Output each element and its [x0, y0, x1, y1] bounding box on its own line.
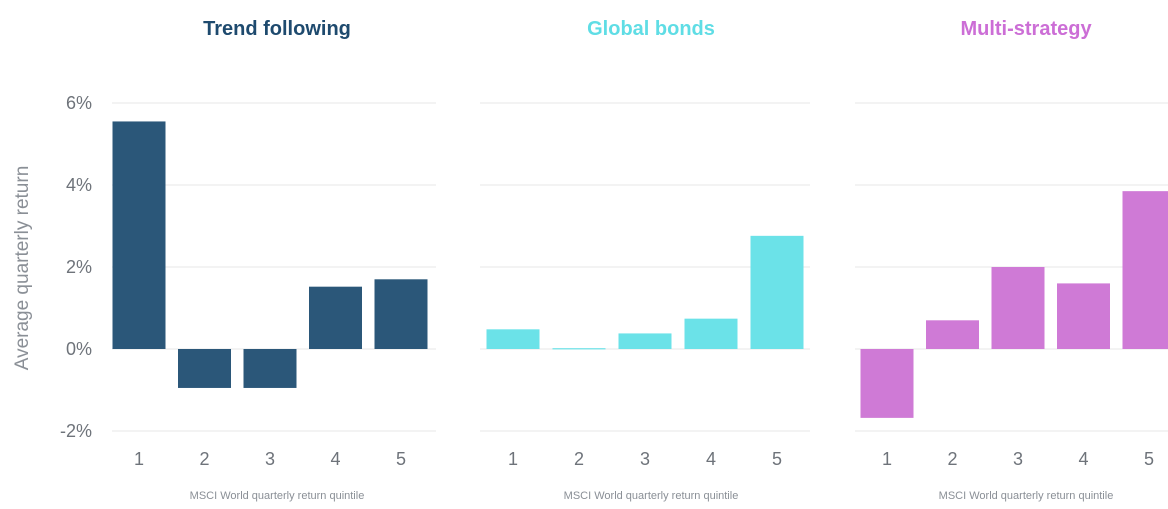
bar-1: [861, 349, 914, 418]
bar-2: [178, 349, 231, 388]
bar-1: [487, 329, 540, 349]
bar-4: [1057, 283, 1110, 349]
x-tick-label: 2: [199, 449, 209, 469]
x-tick-label: 3: [265, 449, 275, 469]
bar-4: [685, 319, 738, 349]
x-tick-label: 3: [640, 449, 650, 469]
bar-3: [619, 333, 672, 349]
chart-title: Multi-strategy: [960, 18, 1092, 40]
x-tick-label: 3: [1013, 449, 1023, 469]
x-axis-label: MSCI World quarterly return quintile: [939, 490, 1114, 502]
x-tick-label: 1: [134, 449, 144, 469]
x-tick-label: 4: [330, 449, 340, 469]
bar-1: [113, 121, 166, 349]
x-axis-label: MSCI World quarterly return quintile: [564, 490, 739, 502]
chart-panel-1: -2% 0% 2% 4% 6% 1 2 3 4 5 MSCI World quarterly ret…: [60, 18, 436, 502]
y-tick-label: 0%: [66, 339, 92, 359]
x-tick-label: 1: [508, 449, 518, 469]
bar-5: [375, 279, 428, 349]
x-tick-label: 1: [882, 449, 892, 469]
x-tick-label: 5: [772, 449, 782, 469]
chart-panel-3: 1 2 3 4 5 MSCI World quarterly return quintil…: [855, 18, 1168, 502]
x-tick-label: 5: [1144, 449, 1154, 469]
x-tick-label: 2: [574, 449, 584, 469]
x-tick-label: 5: [396, 449, 406, 469]
y-tick-label: 6%: [66, 93, 92, 113]
bar-5: [1123, 191, 1168, 349]
chart-panel-2: 1 2 3 4 5 MSCI World quarterly return quintil…: [480, 18, 810, 502]
chart-title: Trend following: [203, 18, 351, 40]
x-tick-label: 2: [947, 449, 957, 469]
y-axis-label: Average quarterly return: [12, 166, 33, 371]
y-tick-label: 2%: [66, 257, 92, 277]
bar-4: [309, 287, 362, 349]
y-tick-label: 4%: [66, 175, 92, 195]
bar-3: [244, 349, 297, 388]
bar-2: [926, 320, 979, 349]
bar-3: [992, 267, 1045, 349]
y-tick-label: -2%: [60, 421, 92, 441]
chart-title: Global bonds: [587, 18, 715, 40]
x-tick-label: 4: [1078, 449, 1088, 469]
bar-5: [751, 236, 804, 349]
x-tick-label: 4: [706, 449, 716, 469]
x-axis-label: MSCI World quarterly return quintile: [190, 490, 365, 502]
bar-2: [553, 348, 606, 349]
